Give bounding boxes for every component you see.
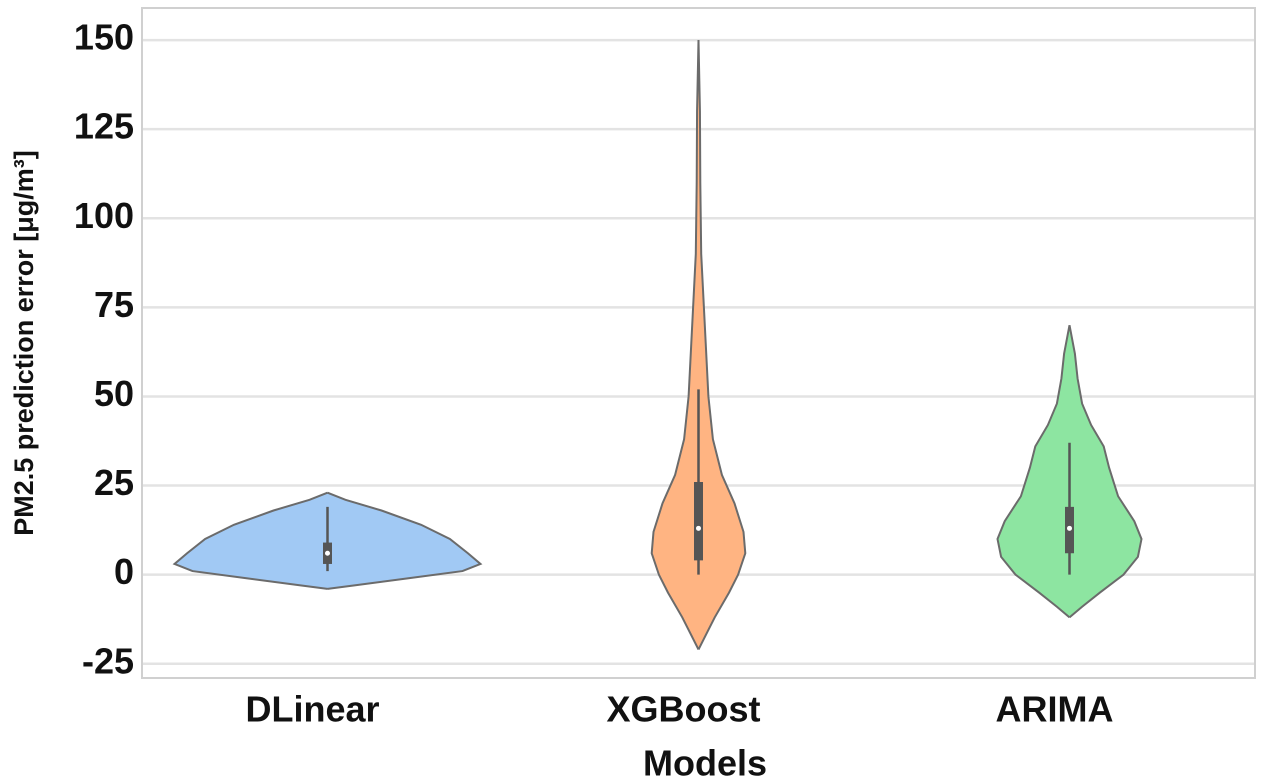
x-axis-label: Models (643, 743, 767, 783)
y-tick-label: 0 (114, 551, 134, 592)
median (696, 525, 701, 531)
violin-body (651, 40, 699, 650)
y-tick-label: 50 (94, 373, 134, 414)
x-tick-label: DLinear (245, 689, 379, 730)
violin-outline (650, 40, 700, 650)
plot-frame (141, 7, 1256, 679)
violin-body (1069, 325, 1142, 618)
violin-body (698, 40, 746, 650)
violin-outline (327, 491, 483, 590)
violin-body (997, 325, 1070, 618)
y-tick-label: 25 (94, 462, 134, 503)
y-tick-label: 150 (74, 17, 134, 58)
y-tick-label: 75 (94, 284, 134, 325)
y-axis-label: PM2.5 prediction error [μg/m³] (9, 150, 39, 536)
x-tick-label: ARIMA (996, 689, 1114, 730)
median (1067, 525, 1072, 531)
violin-outline (1068, 324, 1143, 619)
violin-body (327, 492, 481, 589)
violin-outline (697, 40, 747, 650)
y-tick-label: 125 (74, 106, 134, 147)
x-tick-label: XGBoost (606, 689, 760, 730)
y-tick-label: 100 (74, 195, 134, 236)
median (325, 550, 330, 556)
y-tick-label: -25 (82, 640, 134, 681)
violin-outline (172, 491, 328, 590)
violin-outline (996, 324, 1071, 619)
violin-body (174, 492, 328, 589)
